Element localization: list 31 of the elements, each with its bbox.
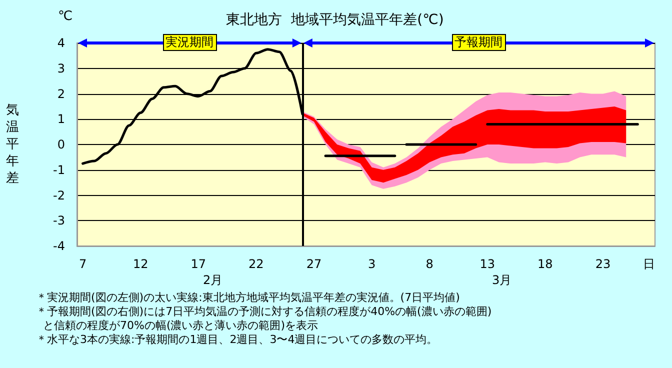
x-tick-label: 23 bbox=[595, 257, 611, 271]
text: ＊予報期間(図の右側)には7日平均気温の予測に対する信頼の程度が40%の幅(濃い赤の範囲) bbox=[36, 305, 492, 318]
x-tick-label: 8 bbox=[426, 257, 434, 271]
chart-title: 東北地方 地域平均気温平年差(℃) bbox=[226, 12, 444, 28]
x-tick-label: 17 bbox=[190, 257, 206, 271]
x-tick-label: 日 bbox=[643, 257, 656, 271]
y-tick-label: -4 bbox=[53, 239, 65, 253]
y-tick-label: 0 bbox=[57, 138, 65, 152]
y-tick-label: 1 bbox=[57, 112, 65, 126]
x-tick-label: 13 bbox=[480, 257, 496, 271]
x-tick-label: 12 bbox=[132, 257, 148, 271]
y-tick-label: -3 bbox=[53, 214, 65, 228]
y-tick-label: 2 bbox=[57, 86, 65, 101]
annotation: 予報期間 bbox=[452, 34, 506, 51]
x-tick-label: 22 bbox=[248, 257, 264, 271]
y-tick-label: -2 bbox=[53, 188, 65, 202]
x-tick-label: 18 bbox=[538, 257, 553, 271]
text: と信頼の程度が70%の幅(濃い赤と薄い赤の範囲)を表示 bbox=[36, 319, 318, 332]
x-tick-label: 3 bbox=[368, 257, 376, 271]
text: 3月 bbox=[492, 273, 512, 287]
text: ＊実況期間(図の左側)の太い実線:東北地方地域平均気温平年差の実況値。(7日平均値) bbox=[36, 291, 460, 304]
x-tick-label: 7 bbox=[78, 257, 87, 271]
text: ℃ bbox=[58, 9, 73, 24]
y-tick-label: 4 bbox=[57, 36, 65, 50]
y-tick-label: 3 bbox=[57, 61, 65, 76]
x-tick-label: 27 bbox=[306, 257, 322, 271]
annotation: 実況期間 bbox=[162, 34, 217, 51]
text: ＊水平な3本の実線:予報期間の1週目、2週目、3〜4週目についての多数の平均。 bbox=[36, 333, 438, 346]
y-axis-title: 気温平年差 bbox=[6, 103, 19, 186]
y-tick-label: -1 bbox=[53, 162, 65, 177]
text: 2月 bbox=[203, 273, 223, 287]
